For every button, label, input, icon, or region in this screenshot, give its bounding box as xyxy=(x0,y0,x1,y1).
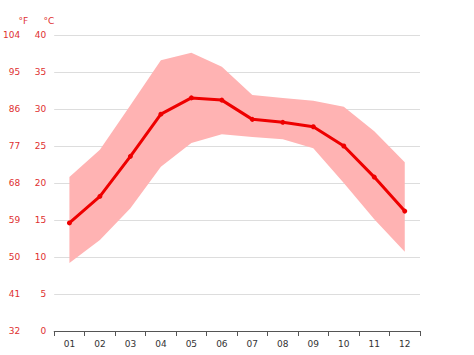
svg-text:11: 11 xyxy=(369,339,380,349)
svg-text:15: 15 xyxy=(35,215,46,225)
svg-text:°F: °F xyxy=(18,16,28,26)
svg-text:68: 68 xyxy=(9,178,21,188)
svg-text:20: 20 xyxy=(35,178,47,188)
svg-text:95: 95 xyxy=(9,67,20,77)
svg-text:07: 07 xyxy=(247,339,258,349)
svg-text:°C: °C xyxy=(43,16,54,26)
svg-text:10: 10 xyxy=(338,339,350,349)
svg-text:86: 86 xyxy=(9,104,21,114)
svg-text:01: 01 xyxy=(64,339,75,349)
svg-text:12: 12 xyxy=(399,339,410,349)
svg-text:03: 03 xyxy=(125,339,136,349)
svg-text:08: 08 xyxy=(277,339,289,349)
svg-text:0: 0 xyxy=(40,326,46,336)
svg-text:32: 32 xyxy=(9,326,20,336)
svg-text:104: 104 xyxy=(3,30,20,40)
svg-text:06: 06 xyxy=(216,339,228,349)
svg-text:50: 50 xyxy=(9,252,21,262)
svg-text:5: 5 xyxy=(40,289,46,299)
svg-text:77: 77 xyxy=(9,141,20,151)
svg-text:05: 05 xyxy=(186,339,197,349)
svg-text:10: 10 xyxy=(35,252,47,262)
svg-text:35: 35 xyxy=(35,67,46,77)
svg-text:59: 59 xyxy=(9,215,21,225)
svg-text:40: 40 xyxy=(35,30,47,40)
svg-text:04: 04 xyxy=(155,339,167,349)
svg-text:41: 41 xyxy=(9,289,20,299)
svg-text:09: 09 xyxy=(308,339,320,349)
svg-text:02: 02 xyxy=(94,339,105,349)
svg-text:30: 30 xyxy=(35,104,47,114)
svg-text:25: 25 xyxy=(35,141,46,151)
